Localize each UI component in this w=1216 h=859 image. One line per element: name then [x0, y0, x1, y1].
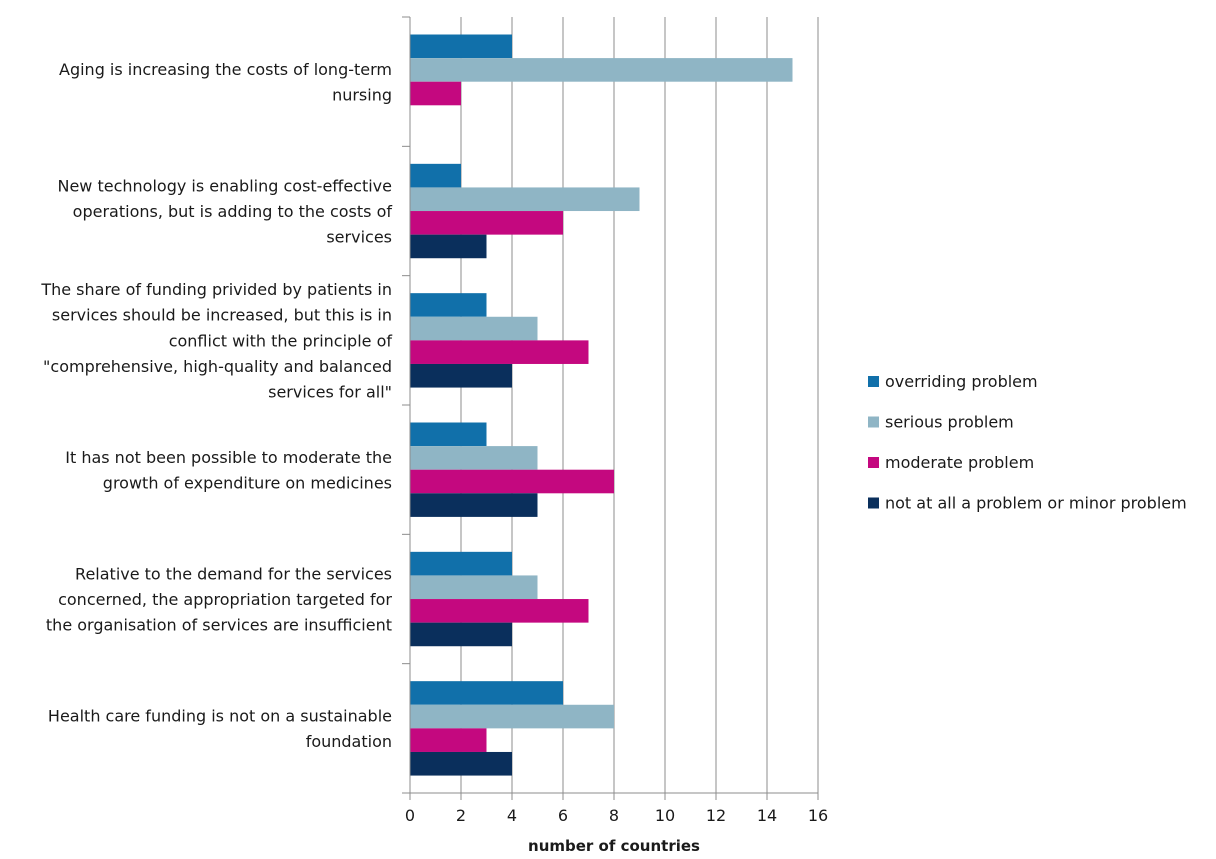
- legend-swatch-not-at-all-a-problem-or-minor-problem: [868, 497, 879, 509]
- x-tick-label-8: 8: [609, 806, 619, 825]
- bar-4-serious-problem: [410, 446, 538, 470]
- x-tick-label-16: 16: [808, 806, 828, 825]
- category-label-3: The share of funding privided by patient…: [40, 280, 392, 401]
- x-tick-labels: 0 2 4 6 8 10 12 14 16: [405, 806, 828, 825]
- legend: overriding problem serious problem moderat…: [868, 372, 1187, 513]
- bar-2-overriding-problem: [410, 163, 461, 188]
- category-label-1: Aging is increasing the costs of long-te…: [59, 60, 392, 105]
- bar-3-moderate-problem: [410, 340, 589, 364]
- bars: [410, 34, 793, 776]
- bar-6-serious-problem: [410, 704, 614, 729]
- y-axis: [402, 16, 819, 800]
- bar-3-serious-problem: [410, 316, 538, 341]
- bar-4-moderate-problem: [410, 469, 614, 494]
- gridlines: [460, 17, 819, 793]
- legend-label-moderate-problem: moderate problem: [885, 453, 1034, 472]
- category-label-4: It has not been possible to moderate the…: [65, 448, 392, 493]
- legend-swatch-overriding-problem: [868, 376, 879, 387]
- legend-label-overriding-problem: overriding problem: [885, 372, 1038, 391]
- x-tick-label-14: 14: [757, 806, 777, 825]
- bar-5-not-at-all-a-problem-or-minor-problem: [410, 622, 512, 647]
- x-tick-label-4: 4: [507, 806, 517, 825]
- category-label-2: New technology is enabling cost-effectiv…: [57, 176, 392, 246]
- x-tick-label-2: 2: [456, 806, 466, 825]
- bar-2-serious-problem: [410, 187, 640, 212]
- category-labels: Aging is increasing the costs of long-te…: [40, 60, 392, 751]
- category-label-6: Health care funding is not on a sustaina…: [48, 707, 392, 752]
- bar-5-overriding-problem: [410, 551, 512, 576]
- bar-6-not-at-all-a-problem-or-minor-problem: [410, 751, 512, 776]
- bar-5-serious-problem: [410, 575, 538, 600]
- category-label-5: Relative to the demand for the services c…: [46, 564, 393, 634]
- bar-6-moderate-problem: [410, 728, 487, 752]
- legend-label-serious-problem: serious problem: [885, 413, 1014, 432]
- x-tick-label-12: 12: [706, 806, 726, 825]
- x-tick-label-6: 6: [558, 806, 568, 825]
- bar-6-overriding-problem: [410, 681, 563, 705]
- bar-5-moderate-problem: [410, 599, 589, 623]
- legend-swatch-moderate-problem: [868, 457, 879, 468]
- bar-4-overriding-problem: [410, 422, 487, 447]
- bar-3-overriding-problem: [410, 293, 487, 317]
- bar-1-overriding-problem: [410, 34, 512, 59]
- x-axis-title: number of countries: [528, 837, 700, 855]
- legend-label-not-at-all-a-problem-or-minor-problem: not at all a problem or minor problem: [885, 494, 1187, 513]
- legend-swatch-serious-problem: [868, 416, 879, 428]
- bar-2-moderate-problem: [410, 211, 563, 235]
- bar-4-not-at-all-a-problem-or-minor-problem: [410, 493, 538, 517]
- bar-1-moderate-problem: [410, 81, 461, 106]
- bar-2-not-at-all-a-problem-or-minor-problem: [410, 234, 487, 259]
- bar-1-serious-problem: [410, 58, 793, 82]
- bar-3-not-at-all-a-problem-or-minor-problem: [410, 363, 512, 388]
- x-tick-label-10: 10: [655, 806, 675, 825]
- x-tick-label-0: 0: [405, 806, 415, 825]
